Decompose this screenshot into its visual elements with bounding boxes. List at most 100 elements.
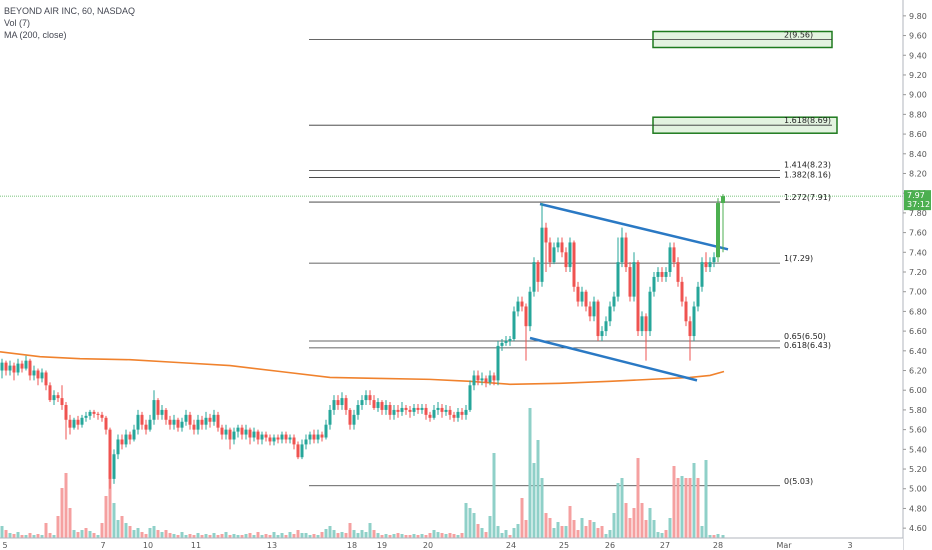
candle-body — [220, 427, 224, 435]
candle-body — [332, 400, 336, 410]
time-tick-label: 25 — [559, 541, 569, 550]
price-tick-label: 5.40 — [909, 445, 927, 454]
ma-indicator-label[interactable]: MA (200, close) — [4, 30, 67, 40]
volume-bar — [416, 535, 420, 538]
volume-bar — [592, 522, 596, 538]
candle — [596, 299, 600, 341]
candle — [456, 407, 460, 422]
candle-body — [536, 262, 540, 282]
candle-body — [260, 434, 264, 440]
volume-bar — [280, 533, 284, 538]
candle — [192, 419, 196, 435]
candle — [392, 405, 396, 420]
candle — [128, 431, 132, 445]
candle-body — [212, 414, 216, 422]
volume-bar — [528, 408, 532, 538]
candle-body — [392, 409, 396, 415]
candle-body — [144, 424, 148, 430]
volume-bar — [496, 526, 500, 538]
candle-body — [300, 444, 304, 458]
candle-body — [264, 434, 268, 438]
candle — [396, 405, 400, 418]
candle — [348, 407, 352, 430]
candle-body — [24, 360, 28, 369]
volume-bar — [360, 530, 364, 538]
fibonacci-extension[interactable]: 2(9.56) 1.618(8.69) 1.414(8.23)1.382(8.16)… — [0, 30, 903, 487]
candle — [712, 252, 716, 268]
volume-bar — [436, 532, 440, 538]
candle — [0, 358, 4, 379]
candle-body — [624, 237, 628, 268]
candle-body — [512, 311, 516, 339]
candle — [244, 424, 248, 440]
candle-body — [488, 375, 492, 383]
candle — [696, 281, 700, 312]
fib-level-label: 1.618(8.69) — [784, 116, 831, 125]
symbol-title: BEYOND AIR INC, 60, NASDAQ — [4, 6, 136, 16]
candle — [28, 358, 32, 381]
volume-bar — [260, 535, 264, 538]
candle-body — [356, 405, 360, 415]
candle-body — [492, 375, 496, 381]
candle-body — [524, 306, 528, 327]
candle-body — [236, 427, 240, 432]
candle — [680, 276, 684, 307]
candle-body — [444, 409, 448, 412]
candle — [112, 449, 116, 484]
candle — [124, 429, 128, 448]
candle-body — [588, 306, 592, 317]
candle — [684, 296, 688, 327]
volume-bar — [400, 534, 404, 538]
candle-body — [384, 405, 388, 410]
volume-bar — [224, 532, 228, 538]
channel-lines[interactable] — [529, 202, 729, 382]
volume-bar — [148, 528, 152, 538]
volume-bar — [384, 534, 388, 538]
candle-body — [180, 421, 184, 428]
candle — [228, 427, 232, 450]
volume-bar — [520, 498, 524, 538]
candle-body — [560, 242, 564, 253]
volume-bar — [444, 534, 448, 538]
volume-bar — [712, 535, 716, 538]
price-tick-label: 4.80 — [909, 504, 927, 513]
candle — [600, 326, 604, 341]
volume-bar — [464, 503, 468, 538]
candle-body — [464, 409, 468, 415]
candle — [620, 227, 624, 268]
volume-bar — [648, 508, 652, 538]
volume-bar — [492, 453, 496, 538]
candle — [572, 240, 576, 292]
volume-bar — [680, 476, 684, 538]
volume-bar — [420, 534, 424, 538]
candle — [292, 434, 296, 450]
candle-body — [592, 301, 596, 317]
volume-bar — [396, 533, 400, 538]
candle-body — [636, 262, 640, 332]
candle — [388, 402, 392, 420]
volume-bar — [468, 508, 472, 538]
volume-bar — [652, 520, 656, 538]
candle-body — [112, 454, 116, 479]
candle — [84, 411, 88, 422]
candle — [516, 296, 520, 317]
candle — [20, 360, 24, 373]
volume-bar — [36, 534, 40, 538]
candle-body — [92, 411, 96, 414]
candle — [100, 411, 104, 422]
fib-level-label: 0(5.03) — [784, 477, 813, 486]
volume-bar — [684, 478, 688, 538]
volume-indicator-label[interactable]: Vol (7) — [4, 18, 31, 28]
candle — [576, 281, 580, 307]
candle — [212, 409, 216, 426]
candle — [356, 400, 360, 420]
candle — [76, 415, 80, 430]
candle-body — [312, 434, 316, 440]
candle-body — [68, 419, 72, 428]
candle-body — [108, 429, 112, 479]
candle — [376, 398, 380, 412]
candle-body — [688, 321, 692, 337]
volume-bar — [136, 528, 140, 538]
